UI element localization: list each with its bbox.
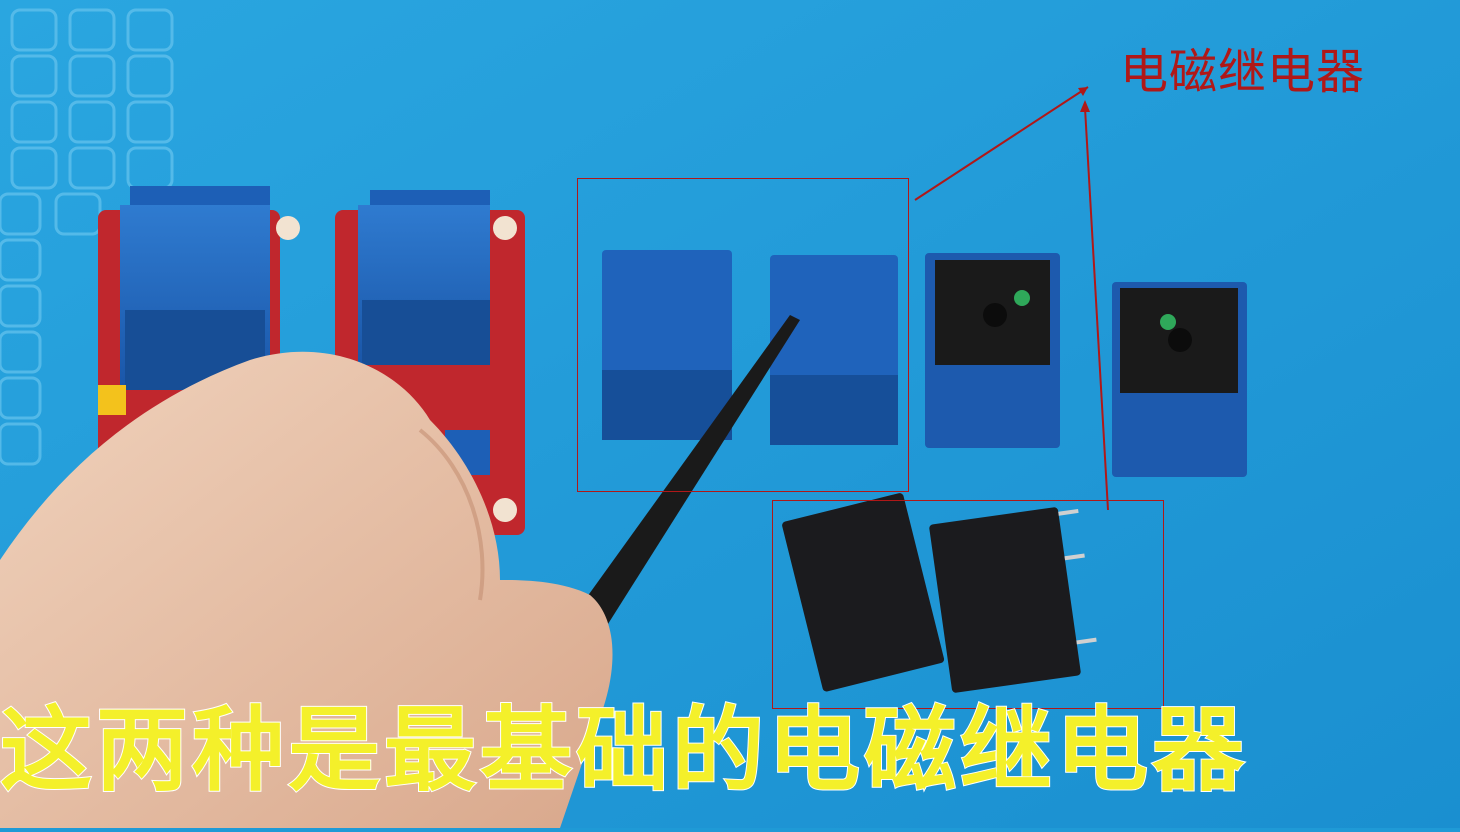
- black-relay-1: [782, 493, 945, 692]
- annotation-label: 电磁继电器: [1120, 44, 1366, 100]
- mat-grid: [0, 8, 174, 466]
- black-relay-2: [929, 507, 1097, 693]
- annotation-box-black-relays: [772, 500, 1164, 709]
- blue-relay-2: [770, 255, 898, 445]
- thumb-shadow: [418, 428, 485, 601]
- subtitle-caption: 这两种是最基础的电磁继电器: [0, 697, 1249, 804]
- blue-relay-3: [925, 253, 1060, 448]
- blue-relay-4: [1112, 282, 1247, 477]
- hand: [0, 351, 613, 828]
- annotation-box-blue-relays: [577, 178, 909, 492]
